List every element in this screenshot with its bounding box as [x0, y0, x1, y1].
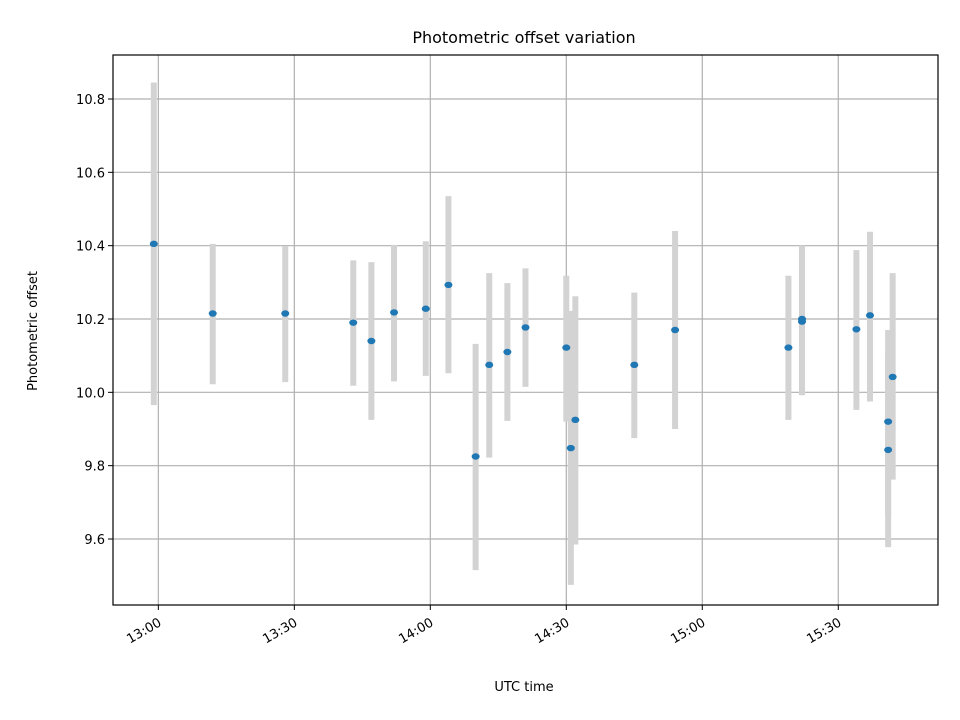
data-point	[281, 310, 290, 317]
y-tick-label: 10.8	[76, 93, 105, 108]
data-point	[798, 318, 807, 325]
data-point	[367, 337, 376, 345]
data-point	[884, 418, 893, 425]
data-point	[784, 344, 793, 351]
plot-frame	[112, 54, 939, 606]
data-point	[349, 319, 358, 326]
data-point	[390, 309, 399, 316]
data-point	[444, 281, 453, 289]
y-tick-label: 10.2	[76, 313, 105, 328]
y-tick-label: 9.8	[84, 460, 105, 475]
data-point	[485, 361, 494, 369]
data-point	[866, 312, 875, 319]
data-point	[884, 446, 893, 454]
data-point	[888, 373, 897, 381]
y-tick-label: 9.6	[84, 533, 105, 548]
data-point	[630, 361, 639, 369]
data-point	[521, 324, 530, 331]
data-point	[503, 348, 512, 356]
data-point	[562, 344, 571, 351]
data-point	[149, 240, 158, 248]
chart-title: Photometric offset variation	[412, 28, 635, 47]
data-point	[566, 444, 575, 452]
data-point	[421, 305, 430, 312]
data-point	[852, 326, 861, 333]
y-axis-label: Photometric offset	[26, 271, 41, 391]
data-point	[471, 453, 480, 460]
y-tick-label: 10.0	[76, 386, 105, 401]
y-tick-label: 10.4	[76, 240, 105, 255]
y-tick-label: 10.6	[76, 166, 105, 181]
x-axis-label: UTC time	[494, 680, 553, 695]
data-point	[571, 416, 580, 424]
data-point	[208, 310, 217, 317]
data-point	[671, 326, 680, 334]
point-layer	[149, 240, 897, 460]
